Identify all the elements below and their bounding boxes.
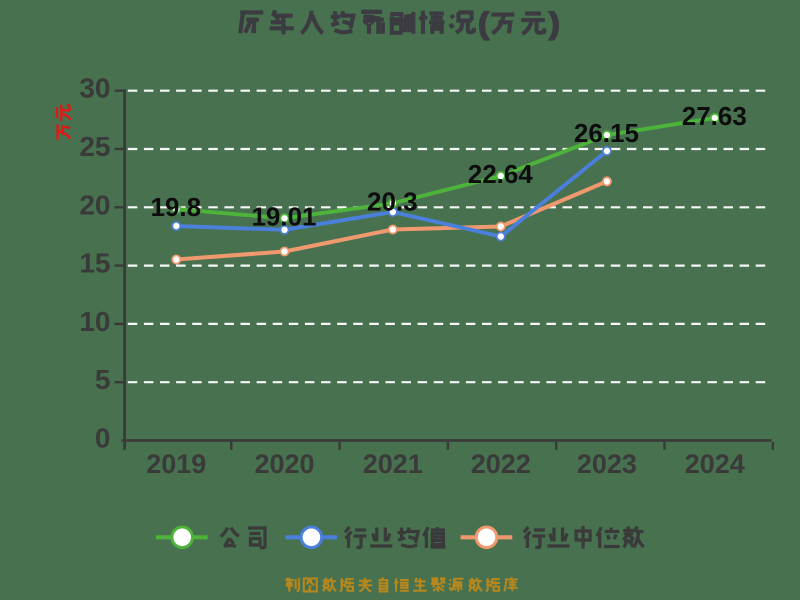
svg-text:30: 30 bbox=[79, 73, 110, 104]
svg-text:(: ( bbox=[479, 8, 489, 41]
svg-text:2024: 2024 bbox=[685, 449, 745, 479]
svg-text:19.01: 19.01 bbox=[251, 201, 316, 231]
svg-text:19.8: 19.8 bbox=[150, 192, 201, 222]
svg-text:15: 15 bbox=[79, 248, 110, 279]
svg-text:2019: 2019 bbox=[146, 449, 206, 479]
svg-text:10: 10 bbox=[79, 306, 110, 337]
svg-text:5: 5 bbox=[95, 364, 111, 395]
svg-text:27.63: 27.63 bbox=[682, 101, 747, 131]
svg-text:2020: 2020 bbox=[254, 449, 314, 479]
svg-text:25: 25 bbox=[79, 131, 110, 162]
svg-text:26.15: 26.15 bbox=[574, 118, 639, 148]
svg-text:): ) bbox=[550, 8, 560, 41]
svg-text:2023: 2023 bbox=[577, 449, 637, 479]
svg-text:22.64: 22.64 bbox=[468, 159, 534, 189]
svg-text:0: 0 bbox=[95, 422, 111, 453]
svg-text:20.3: 20.3 bbox=[367, 186, 418, 216]
svg-text:2022: 2022 bbox=[471, 449, 531, 479]
svg-text:20: 20 bbox=[79, 189, 110, 220]
svg-text:2021: 2021 bbox=[363, 449, 423, 479]
